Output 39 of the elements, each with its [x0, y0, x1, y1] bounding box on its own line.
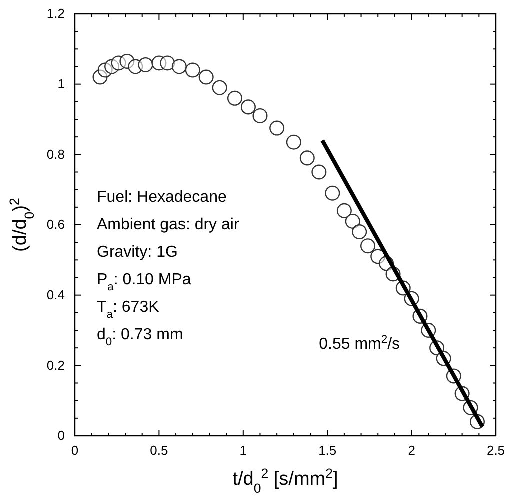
point [172, 59, 187, 74]
point [240, 100, 256, 115]
point [345, 214, 360, 229]
x-tick-label: 0 [71, 443, 79, 458]
x-tick-label: 2 [408, 443, 416, 458]
annotation: T$_{a}$: 673K [97, 299, 160, 321]
x-tick-label: 2.5 [486, 443, 505, 458]
point [160, 56, 176, 71]
annotation: P$_{a}$: 0.10 MPa [97, 272, 192, 294]
annotation: 0.55 mm$^{2}$/s [319, 334, 400, 353]
x-tick-label: 0.5 [150, 443, 168, 458]
point [270, 120, 285, 136]
point [300, 150, 315, 166]
point [227, 90, 242, 106]
y-tick-label: 1 [58, 76, 65, 92]
annotation: d$_{0}$: 0.73 mm [97, 326, 184, 348]
point [198, 70, 214, 85]
x-tick-label: 1.5 [318, 443, 337, 458]
y-tick-label: 0.4 [46, 287, 65, 302]
point [252, 108, 268, 124]
annotation: Ambient gas: dry air [97, 216, 240, 234]
y-tick-label: 0.2 [46, 358, 65, 373]
point [325, 186, 340, 201]
y-tick-label: 0 [58, 428, 65, 444]
point [360, 238, 376, 254]
point [185, 62, 200, 78]
y-tick-label: 0.8 [46, 146, 65, 162]
y-tick-label: 1.2 [46, 6, 65, 22]
point [138, 57, 154, 72]
annotation: Fuel: Hexadecane [97, 189, 227, 206]
point [286, 134, 302, 150]
point [336, 203, 352, 218]
point [212, 80, 228, 96]
x-axis-title: t/d$_{0}$$^{2}$ [s/mm$^{2}$] [232, 466, 338, 496]
y-tick-label: 0.6 [46, 217, 65, 232]
point [312, 164, 327, 180]
point [352, 224, 368, 240]
annotation: Gravity: 1G [97, 244, 178, 261]
x-tick-label: 1 [240, 443, 248, 458]
